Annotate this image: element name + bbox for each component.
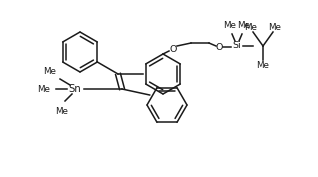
Text: Me: Me: [269, 22, 281, 32]
Text: Me: Me: [224, 21, 237, 30]
Text: O: O: [169, 44, 177, 53]
Text: Me: Me: [56, 107, 68, 116]
Text: Si: Si: [233, 41, 241, 50]
Text: Me: Me: [238, 21, 251, 30]
Text: Me: Me: [44, 67, 56, 76]
Text: Me: Me: [38, 84, 51, 93]
Text: Me: Me: [245, 22, 258, 32]
Text: Sn: Sn: [69, 84, 81, 94]
Text: O: O: [215, 44, 223, 53]
Text: Me: Me: [257, 61, 269, 70]
